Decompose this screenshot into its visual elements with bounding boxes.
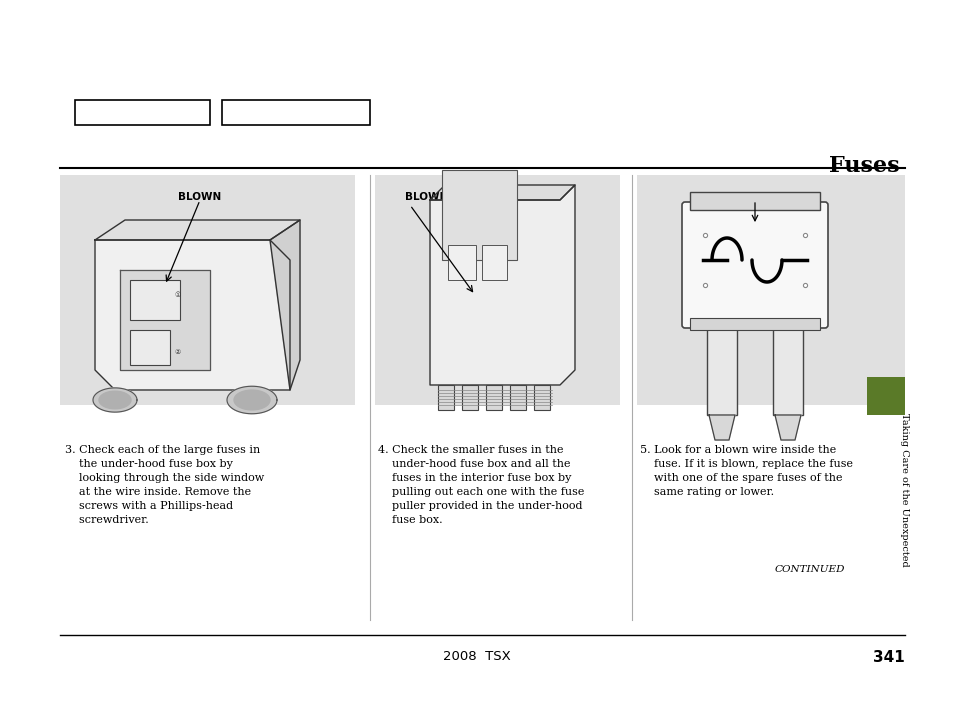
Polygon shape (227, 386, 276, 414)
Text: 5. Look for a blown wire inside the
    fuse. If it is blown, replace the fuse
 : 5. Look for a blown wire inside the fuse… (639, 445, 852, 497)
Text: BLOWN: BLOWN (405, 192, 448, 202)
Text: 3. Check each of the large fuses in
    the under-hood fuse box by
    looking t: 3. Check each of the large fuses in the … (65, 445, 264, 525)
Polygon shape (99, 391, 131, 409)
Text: 2008  TSX: 2008 TSX (442, 650, 511, 663)
Bar (485, 385, 501, 410)
Bar (481, 245, 506, 280)
Bar (375, 175, 619, 405)
Bar (130, 330, 170, 365)
Polygon shape (270, 220, 299, 390)
Bar (510, 385, 525, 410)
Text: Fuses: Fuses (828, 155, 899, 177)
Bar (637, 175, 904, 405)
Text: CONTINUED: CONTINUED (774, 565, 844, 574)
Bar (706, 325, 737, 415)
Polygon shape (430, 185, 575, 200)
Text: BLOWN: BLOWN (733, 192, 776, 202)
Polygon shape (93, 388, 137, 412)
Bar (130, 280, 180, 320)
Bar (866, 377, 904, 415)
Polygon shape (430, 185, 575, 385)
Polygon shape (708, 415, 734, 440)
Bar (60, 175, 355, 405)
Text: BLOWN: BLOWN (178, 192, 221, 202)
Text: 4. Check the smaller fuses in the
    under-hood fuse box and all the
    fuses : 4. Check the smaller fuses in the under-… (377, 445, 584, 525)
Bar (689, 192, 820, 210)
Bar (534, 385, 550, 410)
Bar (437, 385, 454, 410)
Polygon shape (233, 390, 270, 410)
Polygon shape (95, 220, 299, 240)
Polygon shape (95, 240, 290, 390)
Bar (75, 100, 210, 125)
Bar (461, 385, 477, 410)
Text: ①: ① (174, 292, 181, 298)
FancyBboxPatch shape (681, 202, 827, 328)
Bar (689, 318, 820, 330)
Bar (441, 170, 517, 260)
Bar (772, 325, 802, 415)
Polygon shape (774, 415, 801, 440)
Text: 341: 341 (872, 650, 904, 665)
Bar (222, 100, 370, 125)
Text: Taking Care of the Unexpected: Taking Care of the Unexpected (900, 413, 908, 567)
Bar (448, 245, 476, 280)
Polygon shape (120, 270, 210, 370)
Text: ②: ② (174, 349, 181, 355)
